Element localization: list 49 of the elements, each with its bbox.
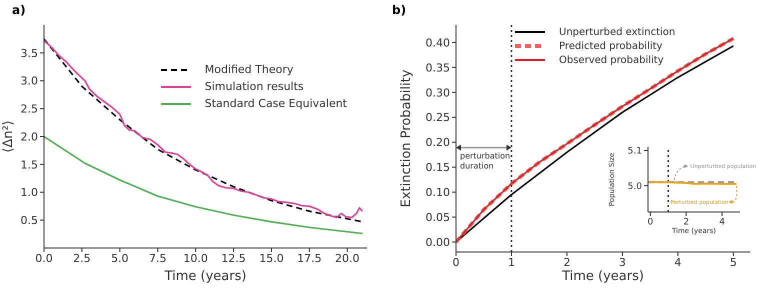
y-tick-label: 2.5 [20, 102, 38, 116]
x-tick-label: 15.0 [259, 252, 284, 265]
x-tick-label: 2.5 [73, 252, 91, 265]
x-tick-label: 3 [618, 256, 626, 269]
x-axis-title: Time (years) [561, 269, 644, 284]
y-axis-title: ⟨Δn²⟩ [1, 120, 16, 153]
x-tick-label: 0 [452, 256, 460, 269]
y-tick-label: 1.0 [20, 186, 38, 200]
x-tick-label: 20.0 [335, 252, 360, 265]
chart-title: a) [12, 3, 26, 17]
y-tick-label: 0.25 [426, 111, 450, 124]
x-tick-label: 0 [647, 217, 654, 228]
y-tick-label: 2.0 [20, 130, 38, 144]
x-axis-title: Time (years) [164, 269, 246, 284]
x-tick-label: 12.5 [221, 252, 246, 265]
x-tick-label: 2 [563, 256, 570, 269]
x-tick-label: 17.5 [297, 252, 322, 265]
legend-label: Unperturbed extinction [559, 26, 676, 38]
legend-label: Modified Theory [204, 63, 294, 76]
y-tick-label: 0.10 [426, 186, 450, 200]
legend-label: Observed probability [559, 54, 664, 66]
legend-label: Simulation results [204, 80, 304, 93]
y-tick-label: 3.5 [20, 46, 38, 60]
legend-label: Standard Case Equivalent [204, 97, 347, 110]
y-tick-label: 0.20 [426, 136, 450, 150]
annotation: perturbation duration [460, 152, 510, 171]
x-tick-label: 5 [730, 256, 737, 269]
x-tick-label: 5.0 [111, 252, 129, 265]
line-series [44, 136, 364, 234]
x-tick-label: 1 [508, 256, 515, 269]
x-tick-label: 7.5 [148, 252, 166, 265]
legend-label: Predicted probability [559, 40, 662, 52]
chart-title: b) [392, 3, 406, 17]
y-tick-label: 0.5 [20, 214, 38, 228]
y-tick-label: 0.05 [426, 210, 450, 224]
x-tick-label: 2 [683, 217, 690, 228]
y-tick-label: 0.35 [426, 61, 450, 74]
y-tick-label: 0.00 [426, 236, 450, 249]
y-tick-label: 1.5 [20, 158, 38, 172]
x-tick-label: 4 [674, 256, 682, 269]
y-tick-label: 0.40 [426, 36, 450, 50]
y-axis-title: Extinction Probability [399, 69, 414, 208]
y-tick-label: 0.30 [426, 86, 450, 100]
x-tick-label: 4 [719, 217, 726, 228]
y-tick-label: 0.15 [426, 161, 450, 174]
x-tick-label: 0.0 [35, 252, 53, 265]
y-tick-label: 3.0 [20, 74, 38, 88]
x-tick-label: 10.0 [183, 252, 208, 265]
y-tick-label: 5.1 [628, 146, 642, 157]
